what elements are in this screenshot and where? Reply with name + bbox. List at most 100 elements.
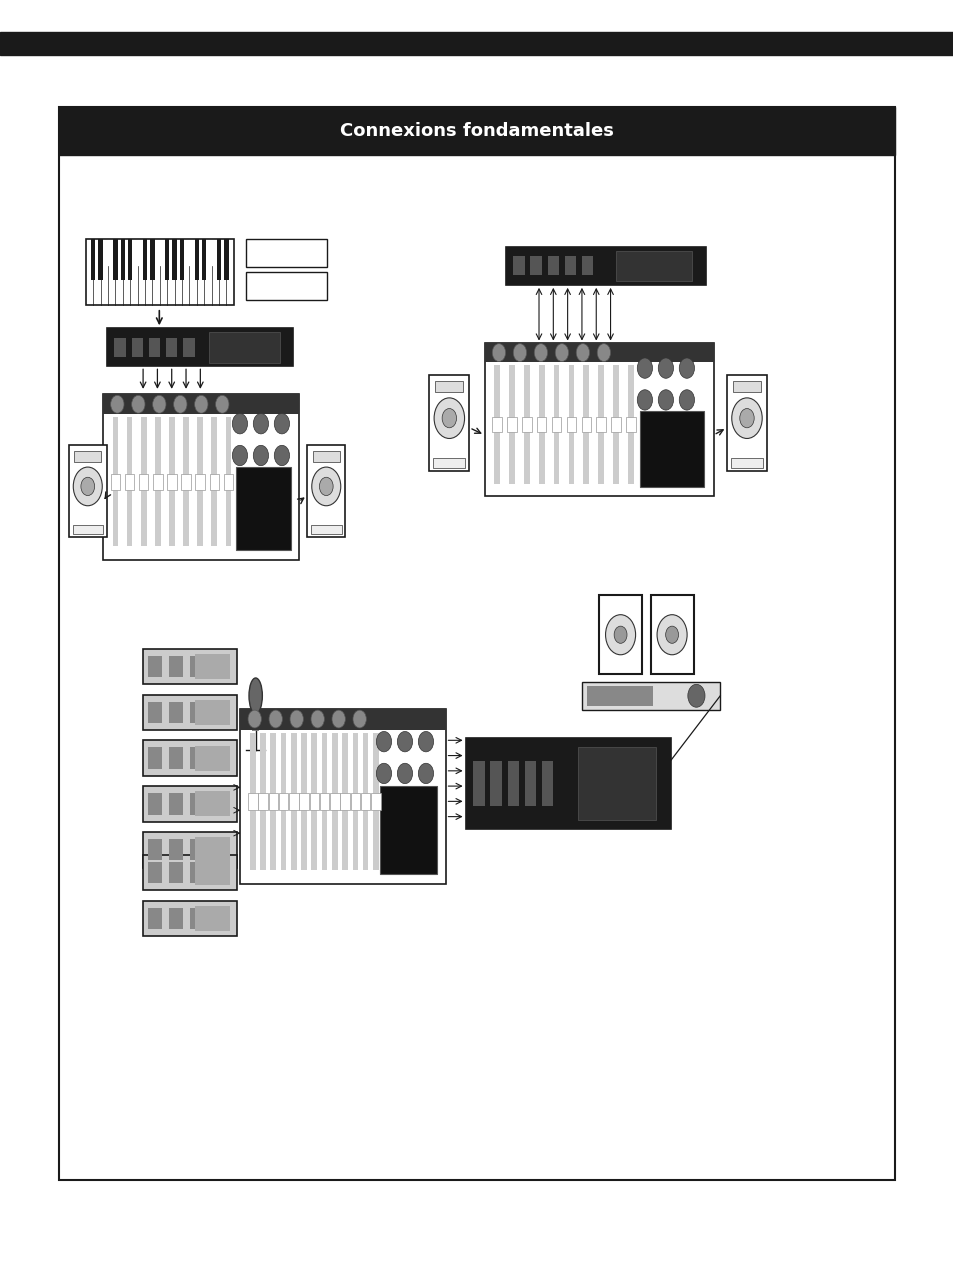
- Bar: [596, 417, 605, 432]
- Bar: [246, 272, 327, 300]
- Bar: [127, 417, 132, 547]
- Bar: [152, 473, 162, 490]
- Circle shape: [233, 413, 248, 434]
- Bar: [190, 862, 204, 883]
- Bar: [566, 417, 576, 432]
- Bar: [150, 239, 154, 280]
- Bar: [190, 840, 204, 860]
- Bar: [732, 382, 760, 392]
- Circle shape: [614, 626, 626, 644]
- Bar: [319, 792, 329, 810]
- Circle shape: [417, 731, 433, 752]
- Bar: [148, 862, 162, 883]
- Bar: [313, 450, 339, 462]
- Bar: [299, 792, 309, 810]
- Bar: [195, 473, 205, 490]
- Bar: [362, 733, 368, 870]
- Circle shape: [576, 343, 589, 361]
- Circle shape: [132, 396, 145, 413]
- Bar: [650, 595, 693, 674]
- Circle shape: [173, 396, 187, 413]
- Circle shape: [253, 445, 269, 466]
- Bar: [524, 761, 536, 806]
- Circle shape: [492, 343, 505, 361]
- Circle shape: [396, 731, 413, 752]
- Bar: [726, 375, 766, 471]
- Bar: [148, 748, 162, 768]
- Bar: [330, 792, 339, 810]
- Circle shape: [441, 408, 456, 427]
- Bar: [465, 738, 670, 829]
- Bar: [209, 332, 279, 363]
- Bar: [311, 525, 341, 534]
- Circle shape: [605, 614, 635, 655]
- Bar: [148, 702, 162, 722]
- Circle shape: [731, 398, 761, 439]
- Bar: [143, 832, 236, 868]
- Bar: [625, 417, 635, 432]
- Bar: [351, 792, 360, 810]
- Bar: [125, 473, 134, 490]
- Bar: [509, 365, 515, 483]
- Bar: [581, 682, 720, 710]
- Bar: [484, 343, 713, 496]
- Bar: [541, 761, 553, 806]
- Bar: [69, 445, 107, 537]
- Bar: [240, 709, 445, 884]
- Bar: [269, 792, 278, 810]
- Bar: [289, 792, 298, 810]
- Ellipse shape: [249, 678, 262, 714]
- Bar: [74, 450, 101, 462]
- Bar: [72, 525, 103, 534]
- Circle shape: [233, 445, 248, 466]
- Bar: [194, 837, 230, 862]
- Bar: [340, 792, 350, 810]
- Bar: [639, 411, 703, 487]
- Bar: [260, 733, 266, 870]
- Circle shape: [353, 710, 366, 728]
- Bar: [551, 417, 560, 432]
- Bar: [627, 365, 633, 483]
- Bar: [197, 417, 203, 547]
- Bar: [280, 733, 286, 870]
- Bar: [149, 337, 160, 356]
- Bar: [429, 375, 469, 471]
- Bar: [59, 107, 894, 1180]
- Bar: [132, 337, 143, 356]
- Bar: [581, 256, 593, 276]
- Bar: [321, 733, 327, 870]
- Bar: [169, 862, 183, 883]
- Bar: [103, 394, 298, 415]
- Bar: [360, 792, 370, 810]
- Bar: [107, 328, 293, 366]
- Bar: [148, 794, 162, 814]
- Bar: [435, 382, 463, 392]
- Bar: [250, 733, 255, 870]
- Circle shape: [274, 445, 289, 466]
- Bar: [114, 337, 126, 356]
- Bar: [120, 239, 125, 280]
- Circle shape: [73, 467, 102, 506]
- Bar: [484, 343, 713, 361]
- Bar: [143, 695, 236, 730]
- Bar: [246, 239, 327, 267]
- Bar: [235, 467, 291, 550]
- Bar: [148, 656, 162, 677]
- Circle shape: [111, 396, 124, 413]
- Bar: [224, 239, 229, 280]
- Bar: [225, 417, 231, 547]
- Bar: [143, 901, 236, 936]
- Bar: [433, 458, 465, 468]
- Bar: [59, 107, 894, 155]
- Bar: [194, 906, 230, 931]
- Bar: [379, 786, 436, 874]
- Bar: [568, 365, 574, 483]
- Bar: [194, 239, 199, 280]
- Bar: [353, 733, 358, 870]
- Bar: [538, 365, 544, 483]
- Circle shape: [657, 614, 686, 655]
- Bar: [172, 239, 176, 280]
- Bar: [598, 365, 603, 483]
- Bar: [128, 239, 132, 280]
- Bar: [371, 792, 380, 810]
